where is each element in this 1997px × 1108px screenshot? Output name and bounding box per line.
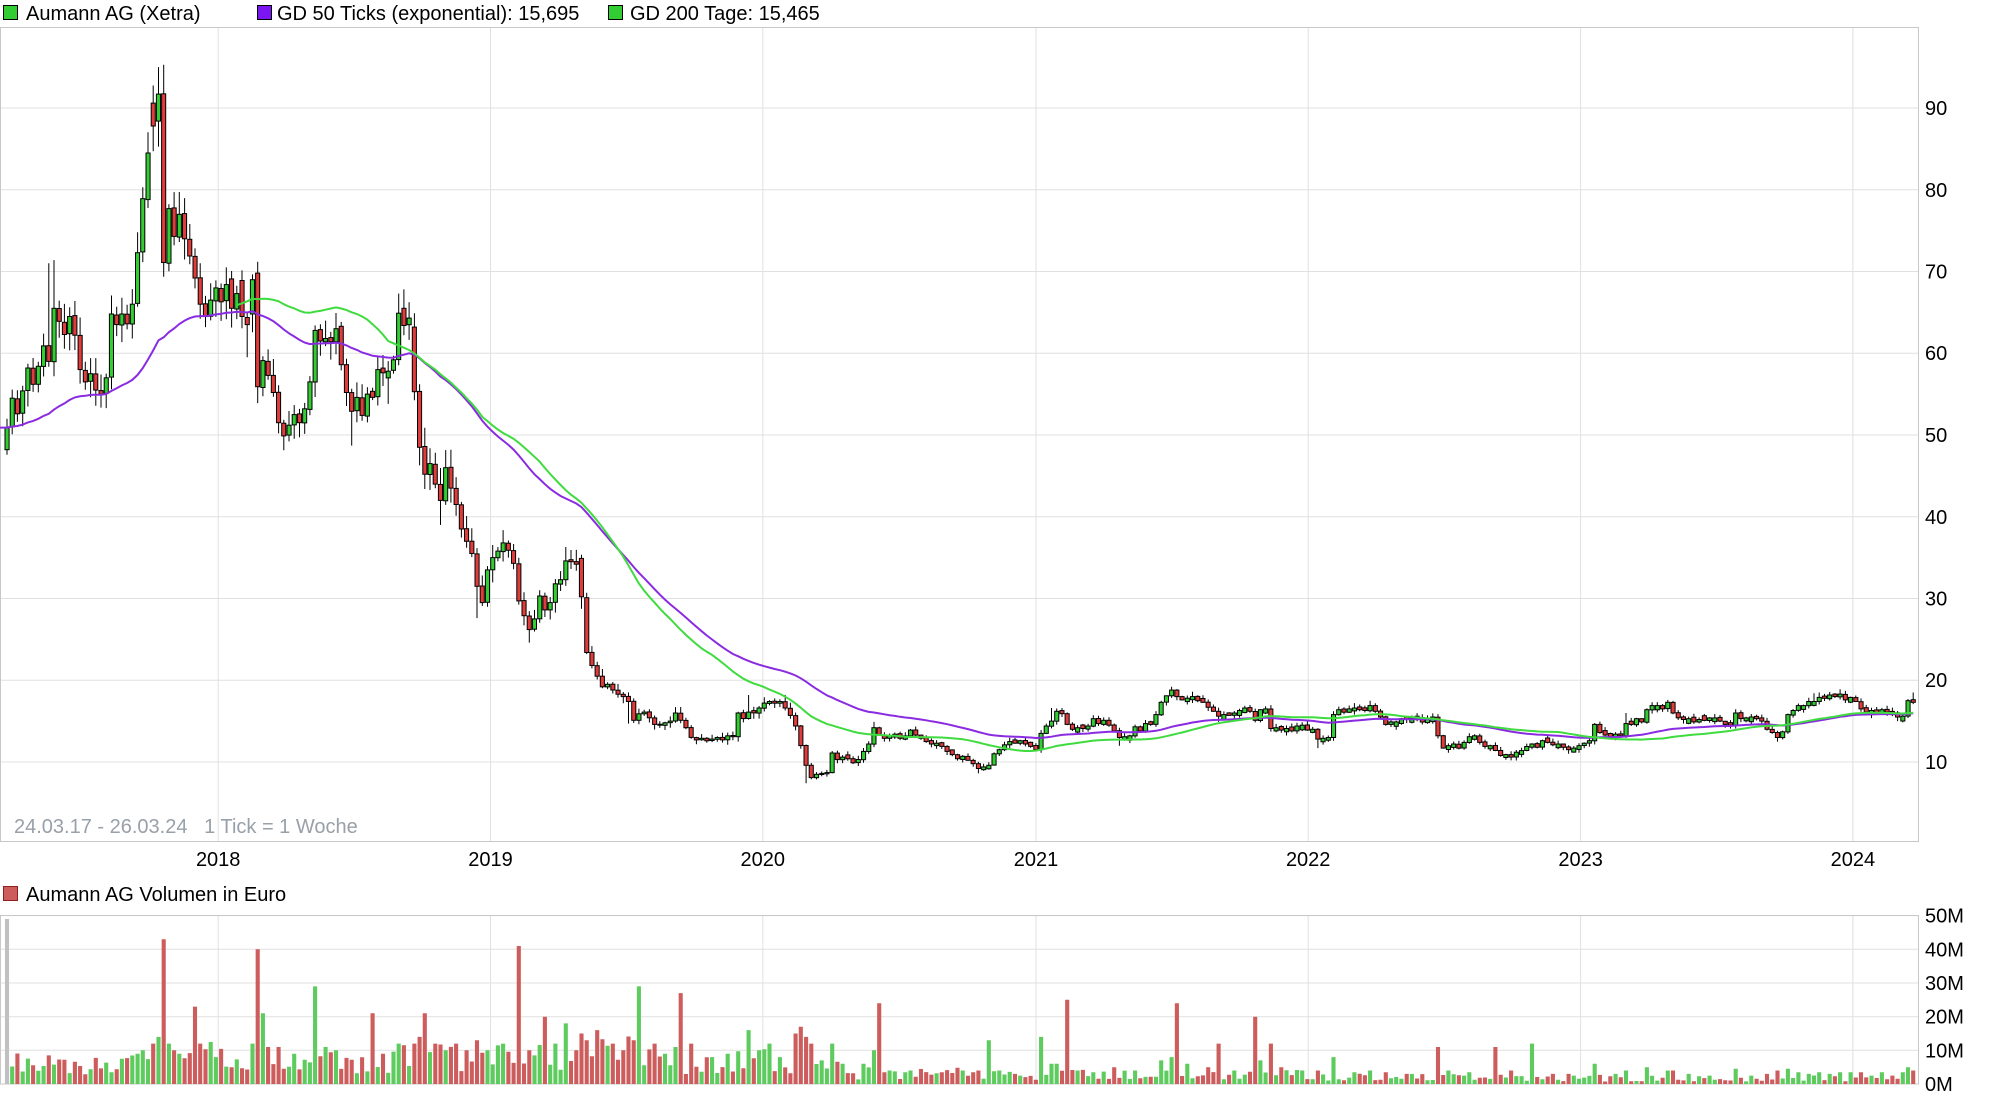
svg-text:Aumann AG (Xetra): Aumann AG (Xetra) [26,3,201,25]
svg-text:2021: 2021 [1014,849,1059,871]
svg-text:24.03.17 - 26.03.24 1 Tick =: 24.03.17 - 26.03.24 1 Tick = 1 Woche [14,816,358,838]
svg-text:30: 30 [1925,589,1947,611]
svg-text:40: 40 [1925,507,1947,529]
svg-text:50M: 50M [1925,906,1964,928]
svg-text:GD 200 Tage: 15,465: GD 200 Tage: 15,465 [630,3,820,25]
svg-text:GD 50 Ticks (exponential): 15,: GD 50 Ticks (exponential): 15,695 [277,3,579,25]
svg-text:50: 50 [1925,425,1947,447]
svg-text:2022: 2022 [1286,849,1331,871]
svg-text:20: 20 [1925,670,1947,692]
svg-text:60: 60 [1925,343,1947,365]
svg-text:80: 80 [1925,180,1947,202]
svg-text:20M: 20M [1925,1007,1964,1029]
svg-text:10: 10 [1925,752,1947,774]
svg-text:90: 90 [1925,98,1947,120]
svg-text:2023: 2023 [1558,849,1603,871]
svg-text:10M: 10M [1925,1040,1964,1062]
svg-text:40M: 40M [1925,939,1964,961]
svg-text:Aumann AG Volumen in Euro: Aumann AG Volumen in Euro [26,884,286,906]
svg-text:2019: 2019 [468,849,513,871]
svg-text:70: 70 [1925,262,1947,284]
svg-text:2020: 2020 [741,849,786,871]
svg-text:2024: 2024 [1831,849,1876,871]
svg-text:2018: 2018 [196,849,241,871]
svg-text:30M: 30M [1925,973,1964,995]
svg-text:0M: 0M [1925,1074,1953,1096]
